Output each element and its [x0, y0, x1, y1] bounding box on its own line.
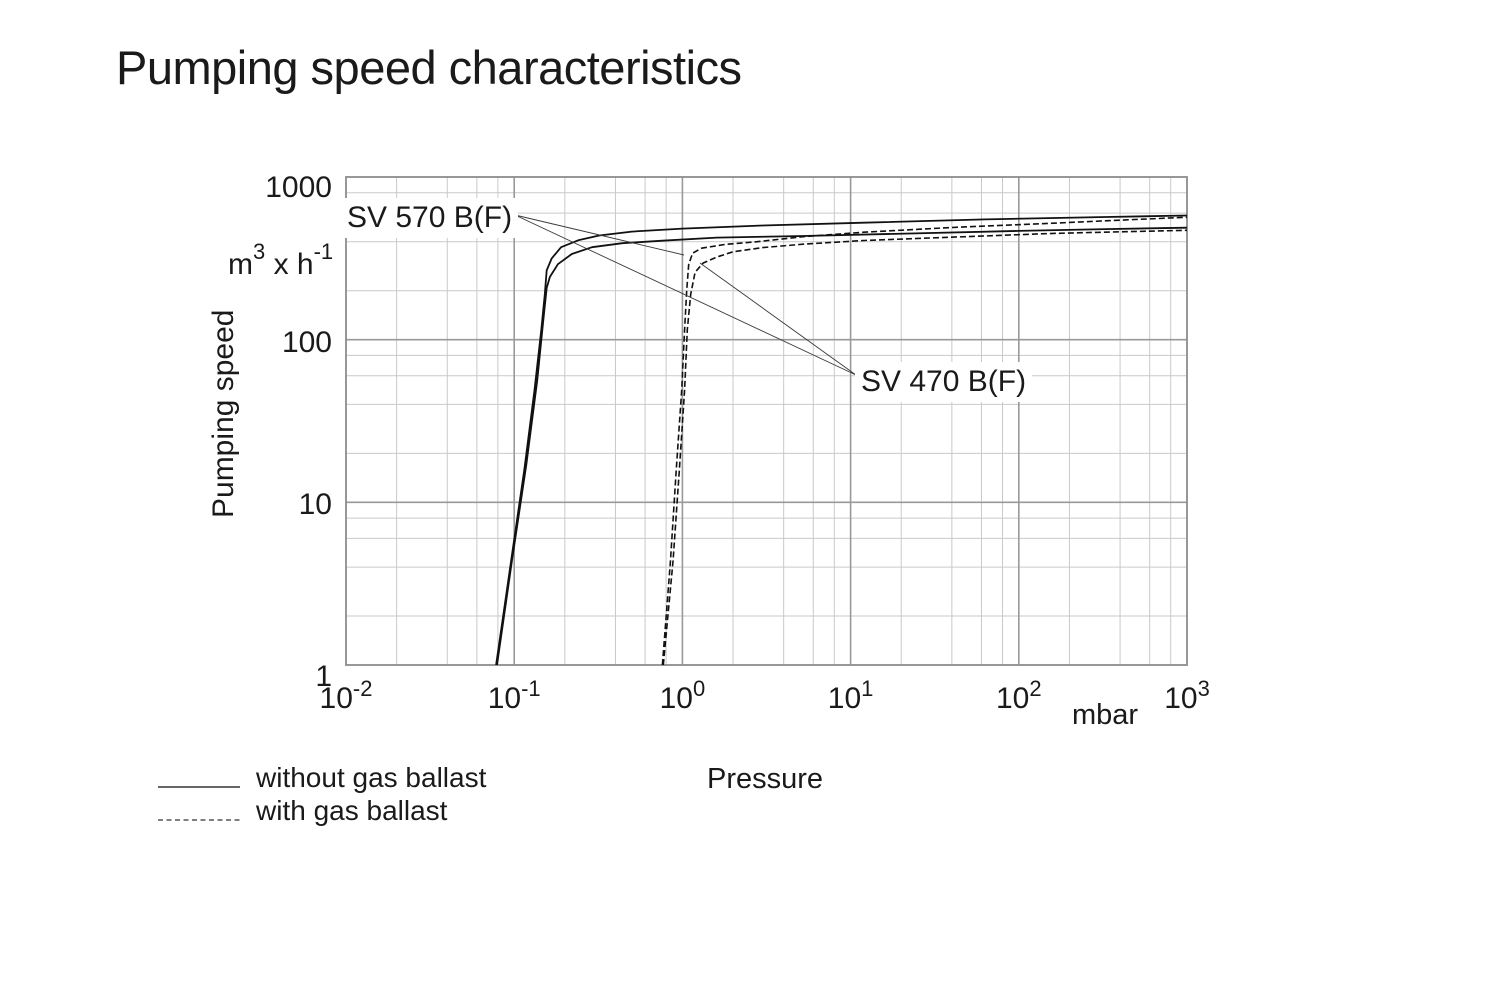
- x-tick-10e-1: 10-1: [487, 676, 541, 715]
- y-axis-unit: m3 x h-1: [228, 239, 334, 281]
- x-tick-10e1: 101: [827, 676, 874, 715]
- curve-label-sv470: SV 470 B(F): [855, 362, 1033, 402]
- y-tick-10: 10: [298, 488, 332, 522]
- x-tick-10e2: 102: [995, 676, 1042, 715]
- x-tick-10e-2: 10-2: [319, 676, 373, 715]
- curve-3-dashed: [662, 229, 1188, 666]
- page-title: Pumping speed characteristics: [116, 41, 742, 94]
- legend-label: with gas ballast: [256, 795, 448, 826]
- y-tick-100: 100: [281, 325, 332, 359]
- leader-line: [514, 214, 857, 376]
- y-tick-1000: 1000: [265, 171, 332, 204]
- curve-0-solid: [495, 214, 1188, 666]
- x-tick-10e0: 100: [659, 676, 706, 715]
- x-axis-title: Pressure: [707, 763, 824, 795]
- y-tick-1: 1: [315, 660, 332, 693]
- plot-border: [345, 176, 1188, 666]
- solid-line-sample: [158, 776, 240, 788]
- dashed-line-sample: [158, 809, 240, 821]
- curve-1-solid: [496, 226, 1188, 666]
- curve-2-dashed: [661, 216, 1188, 666]
- curve-label-sv570: SV 570 B(F): [341, 198, 519, 238]
- x-tick-10e3: 103: [1164, 676, 1210, 715]
- legend-label: without gas ballast: [256, 762, 487, 793]
- leader-line: [699, 262, 857, 376]
- leader-line: [514, 214, 685, 256]
- legend-item-without-gas-ballast: without gas ballast: [158, 764, 486, 792]
- legend-item-with-gas-ballast: with gas ballast: [158, 797, 447, 825]
- x-axis-unit: mbar: [1072, 699, 1139, 731]
